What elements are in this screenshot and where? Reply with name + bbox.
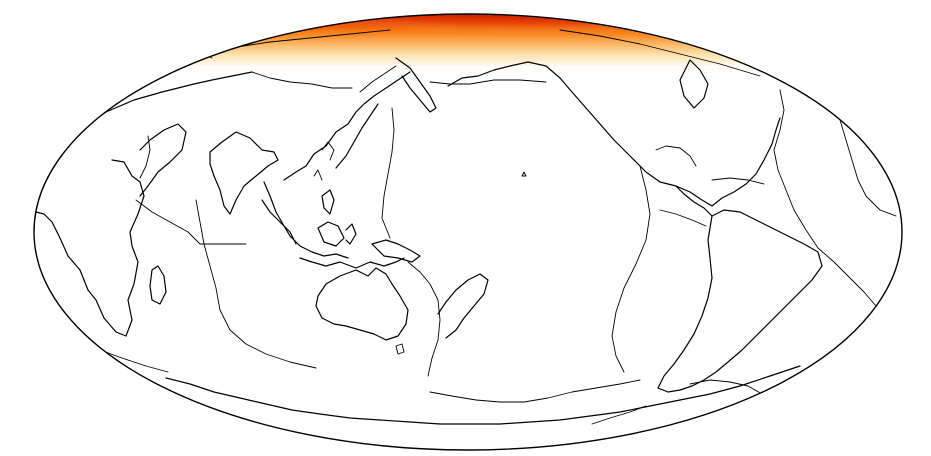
plate-boundary-indian-mid bbox=[135, 199, 247, 245]
coastline-europe bbox=[93, 71, 253, 121]
heat-overlay bbox=[34, 14, 902, 66]
coastline-sulawesi bbox=[345, 223, 357, 245]
plate-boundary-pacific-east bbox=[611, 165, 651, 373]
coastline-arabia bbox=[139, 123, 187, 197]
coastline-borneo bbox=[317, 221, 345, 247]
coastline-philippines bbox=[321, 189, 335, 215]
coastline-new-guinea bbox=[371, 239, 421, 263]
coastline-africa bbox=[35, 159, 145, 337]
coastline-japan bbox=[335, 103, 379, 169]
plate-boundary-caribbean bbox=[711, 177, 765, 185]
plate-boundary-arctic bbox=[559, 29, 761, 77]
coastline-new-zealand bbox=[437, 273, 489, 339]
plate-boundary-atlantic-east bbox=[839, 119, 897, 217]
coastline-antarctica bbox=[165, 365, 801, 425]
plate-boundary-scotia bbox=[689, 379, 763, 395]
coastline-korea bbox=[321, 141, 335, 161]
plate-boundary-mid-atlantic bbox=[773, 89, 877, 307]
coastline-antarctic-peninsula bbox=[591, 405, 647, 425]
coastline-sumatra bbox=[299, 257, 405, 269]
plate-boundary-eurasia bbox=[251, 71, 353, 89]
hotspot-marker bbox=[521, 171, 527, 177]
coastline-india bbox=[209, 131, 279, 215]
coastline-madagascar bbox=[149, 265, 167, 305]
coastline-taiwan bbox=[313, 169, 323, 181]
plate-boundary-australian bbox=[407, 261, 441, 377]
coastline-gulf bbox=[655, 145, 697, 167]
coastline-east-asia bbox=[283, 71, 411, 181]
globe-background bbox=[34, 14, 902, 450]
plate-boundary-cocos bbox=[659, 209, 707, 227]
globe-outline bbox=[33, 13, 903, 451]
plate-boundary-pacific-antarctic bbox=[429, 379, 641, 403]
coastline-north-america-east bbox=[659, 117, 781, 207]
coastline-malay bbox=[261, 199, 297, 245]
plate-boundary-pacific-west bbox=[381, 107, 395, 239]
coastline-red-sea bbox=[139, 135, 151, 179]
plate-boundary-indian bbox=[195, 199, 317, 369]
coastline-south-america bbox=[657, 209, 823, 393]
coastline-australia bbox=[315, 267, 409, 341]
plate-boundary-pacific-north bbox=[429, 79, 547, 85]
map-lines bbox=[35, 29, 897, 425]
heat-core bbox=[300, 14, 720, 50]
coastline-tasmania bbox=[395, 343, 405, 355]
coastline-kamchatka bbox=[395, 57, 437, 113]
coastline-alaska bbox=[447, 61, 661, 183]
coastline-central-america bbox=[675, 185, 713, 217]
coastline-okhotsk bbox=[359, 65, 397, 93]
coastline-greenland bbox=[679, 59, 709, 109]
plate-boundary-north-asia bbox=[229, 29, 391, 49]
